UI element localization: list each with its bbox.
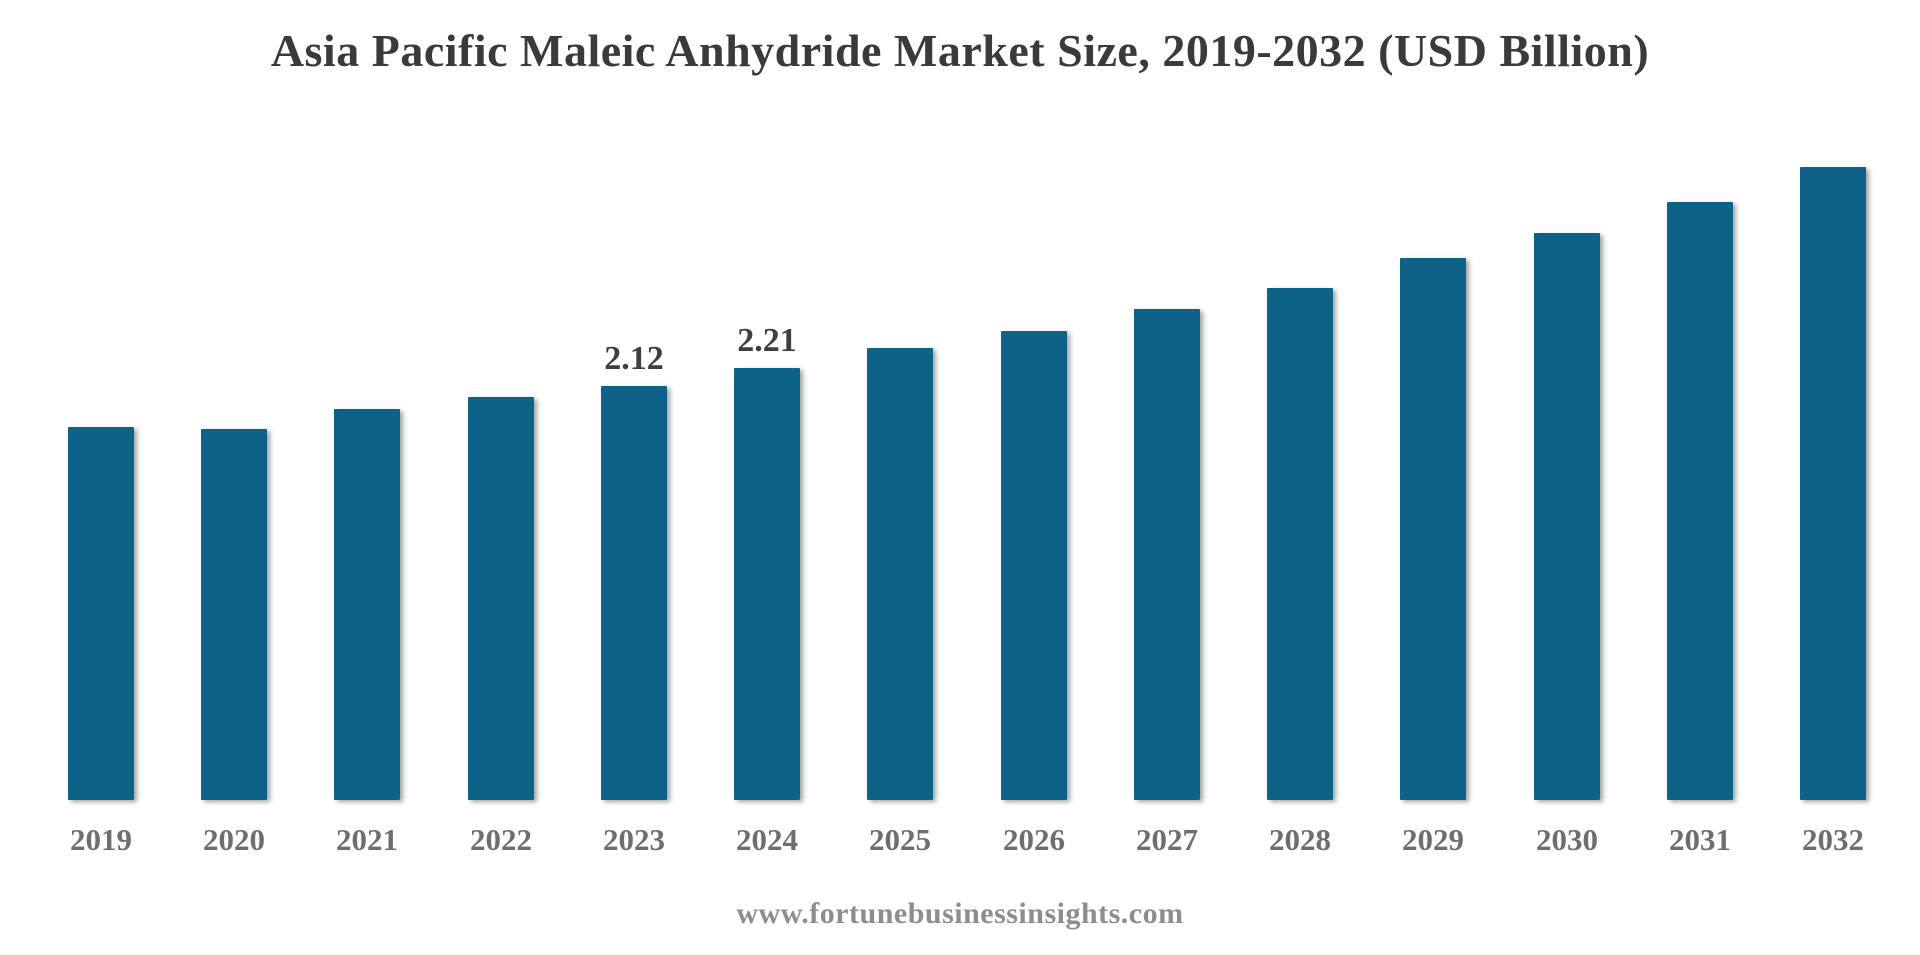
x-tick-2032: 2032 xyxy=(1802,822,1864,857)
chart-title: Asia Pacific Maleic Anhydride Market Siz… xyxy=(270,25,1650,76)
bar-2027 xyxy=(1134,309,1200,800)
bar-value-label-2024: 2.21 xyxy=(737,322,797,359)
x-tick-2027: 2027 xyxy=(1136,822,1198,857)
x-tick-2022: 2022 xyxy=(470,822,532,857)
x-tick-2029: 2029 xyxy=(1402,822,1464,857)
bar-2024 xyxy=(734,368,800,800)
bar-2026 xyxy=(1001,331,1067,800)
x-tick-2030: 2030 xyxy=(1536,822,1598,857)
bar-2019 xyxy=(68,427,134,800)
bar-2028 xyxy=(1267,288,1333,800)
bar-2025 xyxy=(867,348,933,800)
source-watermark: www.fortunebusinessinsights.com xyxy=(736,897,1184,930)
bar-2020 xyxy=(201,429,267,800)
x-tick-2020: 2020 xyxy=(203,822,265,857)
bar-2021 xyxy=(334,409,400,800)
bar-2032 xyxy=(1800,167,1866,800)
x-tick-2021: 2021 xyxy=(336,822,398,857)
bar-2022 xyxy=(468,397,534,800)
x-tick-2025: 2025 xyxy=(869,822,931,857)
bar-2029 xyxy=(1400,258,1466,800)
x-tick-2026: 2026 xyxy=(1003,822,1065,857)
x-tick-2024: 2024 xyxy=(736,822,798,857)
x-tick-2028: 2028 xyxy=(1269,822,1331,857)
bar-2023 xyxy=(601,386,667,800)
bar-2030 xyxy=(1534,233,1600,800)
bar-2031 xyxy=(1667,202,1733,800)
x-tick-2031: 2031 xyxy=(1669,822,1731,857)
bar-value-label-2023: 2.12 xyxy=(604,340,664,377)
x-tick-2023: 2023 xyxy=(603,822,665,857)
x-tick-2019: 2019 xyxy=(70,822,132,857)
